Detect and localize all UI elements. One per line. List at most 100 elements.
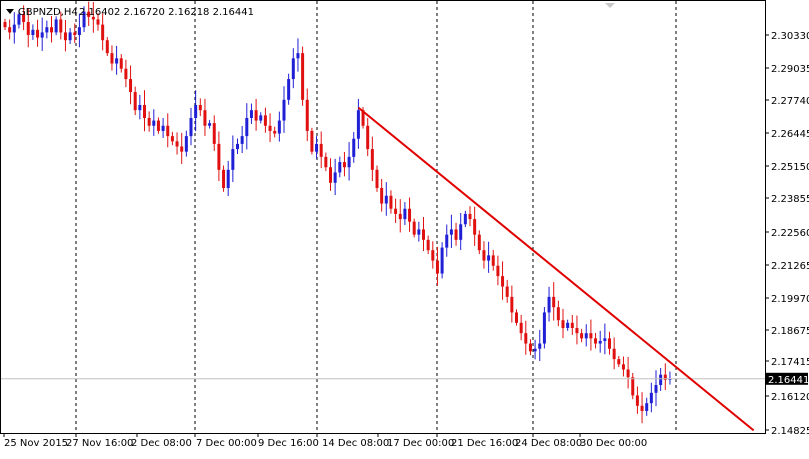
price-tick-label: 2.23855: [771, 194, 809, 205]
chart-header: GBPNZD,H4 2.16402 2.16720 2.16218 2.1644…: [6, 7, 254, 18]
candle-body: [645, 403, 649, 411]
candle-body: [417, 229, 421, 235]
candle-body: [324, 156, 328, 168]
candle-body: [515, 312, 518, 323]
candle-body: [538, 343, 542, 349]
candle-body: [217, 143, 221, 170]
candle-body: [240, 136, 244, 144]
candle-body: [189, 117, 193, 137]
candle-body: [473, 219, 477, 235]
candle-body: [156, 120, 160, 131]
candle-body: [654, 385, 658, 393]
candle-body: [352, 138, 356, 157]
candle-body: [119, 58, 123, 69]
time-tick-label: 27 Nov 16:00: [66, 438, 133, 449]
candle-body: [366, 125, 370, 150]
symbol-label: GBPNZD,H4: [18, 7, 78, 18]
candle-body: [422, 229, 425, 240]
candle-body: [426, 239, 430, 251]
candle-body: [198, 105, 202, 111]
triangle-down-icon[interactable]: [6, 9, 14, 14]
candle-body: [12, 24, 16, 33]
candle-body: [496, 265, 500, 277]
price-tick-label: 2.21265: [771, 261, 809, 272]
candle-body: [482, 250, 486, 261]
candle-body: [598, 340, 602, 344]
candle-body: [54, 19, 58, 33]
candle-body: [31, 29, 35, 36]
candle-body: [659, 374, 663, 386]
candle-body: [254, 110, 258, 121]
candle-body: [175, 141, 179, 147]
candle-body: [152, 120, 156, 126]
candle-body: [277, 120, 281, 134]
price-tick-label: 2.27740: [771, 96, 809, 107]
candle-body: [394, 208, 398, 214]
candle-body: [524, 333, 528, 344]
candle-body: [273, 130, 277, 134]
candle-body: [566, 322, 570, 328]
candle-body: [649, 392, 653, 404]
candle-body: [129, 79, 133, 93]
candle-body: [143, 105, 146, 118]
time-tick-label: 25 Nov 2015: [4, 438, 68, 449]
candle-body: [338, 162, 342, 173]
candle-body: [505, 286, 509, 297]
time-tick-label: 9 Dec 16:00: [258, 438, 319, 449]
candle-body: [147, 117, 151, 126]
candle-body: [626, 369, 630, 378]
candle-body: [612, 348, 616, 360]
candle-body: [594, 338, 598, 344]
candle-body: [315, 143, 319, 152]
candle-body: [115, 58, 119, 64]
candle-body: [347, 156, 351, 168]
candle-body: [68, 32, 72, 41]
candle-body: [384, 195, 388, 204]
candle-body: [82, 11, 86, 28]
candle-body: [59, 19, 63, 33]
time-tick-label: 2 Dec 08:00: [131, 438, 192, 449]
candle-body: [487, 255, 491, 261]
candle-body: [575, 327, 579, 334]
time-tick-label: 14 Dec 08:00: [322, 438, 389, 449]
price-tick-label: 2.16120: [771, 392, 809, 403]
candle-body: [370, 149, 374, 170]
candle-body: [552, 296, 556, 308]
candle-body: [640, 405, 644, 411]
candle-body: [36, 29, 40, 38]
candle-body: [561, 320, 565, 328]
candle-body: [91, 16, 95, 20]
candle-body: [580, 333, 584, 339]
price-tick-label: 2.19970: [771, 294, 809, 305]
trendline[interactable]: [357, 106, 755, 432]
candle-body: [528, 343, 532, 352]
candle-body: [101, 24, 105, 41]
candle-body: [663, 374, 667, 380]
candle-body: [259, 115, 263, 121]
candle-body: [26, 22, 30, 36]
candle-body: [287, 79, 291, 100]
candle-body: [542, 312, 546, 344]
candle-body: [301, 53, 305, 100]
candle-body: [584, 333, 588, 339]
candle-body: [445, 234, 449, 248]
price-tick-label: 2.26445: [771, 129, 809, 140]
candle-body: [40, 32, 44, 38]
price-tick-label: 2.30330: [771, 31, 809, 42]
candle-body: [477, 234, 481, 251]
current-price-badge: [766, 372, 808, 385]
candle-body: [203, 110, 207, 126]
candle-body: [110, 53, 114, 64]
time-tick-label: 21 Dec 16:00: [451, 438, 518, 449]
candle-body: [263, 115, 267, 126]
grid-lines: [75, 1, 677, 433]
candle-body: [380, 187, 384, 204]
candle-body: [621, 364, 625, 370]
candle-body: [398, 213, 402, 220]
candle-body: [133, 92, 137, 111]
triangle-down-icon[interactable]: [605, 3, 615, 8]
candle-body: [282, 99, 286, 121]
candle-body: [22, 14, 26, 23]
